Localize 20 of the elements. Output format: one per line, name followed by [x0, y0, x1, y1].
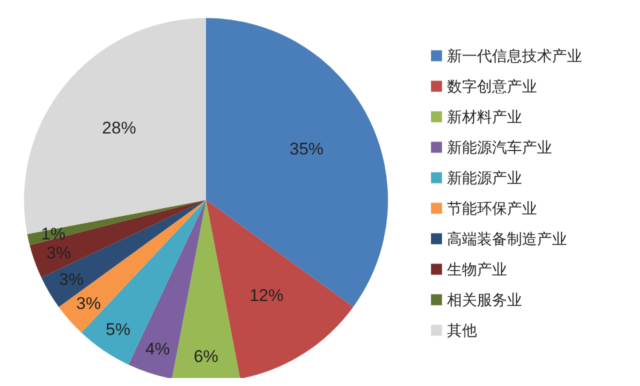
- legend-label: 其他: [447, 321, 477, 340]
- data-label: 28%: [102, 118, 136, 138]
- data-label: 1%: [40, 224, 66, 244]
- data-label: 4%: [145, 339, 170, 358]
- legend-label: 新一代信息技术产业: [447, 46, 582, 65]
- legend-label: 新能源产业: [447, 168, 522, 187]
- data-label: 3%: [58, 270, 84, 290]
- data-label: 6%: [194, 347, 218, 366]
- legend-label: 高端装备制造产业: [447, 230, 567, 248]
- data-label: 12%: [249, 286, 284, 305]
- legend-label: 相关服务业: [447, 290, 522, 309]
- data-label: 35%: [290, 139, 324, 158]
- legend-label: 新材料产业: [447, 108, 522, 126]
- legend-label: 数字创意产业: [447, 77, 537, 96]
- legend-label: 生物产业: [447, 260, 507, 278]
- data-label: 3%: [46, 244, 72, 263]
- legend-label: 新能源汽车产业: [447, 138, 552, 156]
- data-label: 3%: [76, 294, 101, 314]
- data-label: 5%: [106, 320, 130, 339]
- legend-label: 节能环保产业: [447, 199, 537, 218]
